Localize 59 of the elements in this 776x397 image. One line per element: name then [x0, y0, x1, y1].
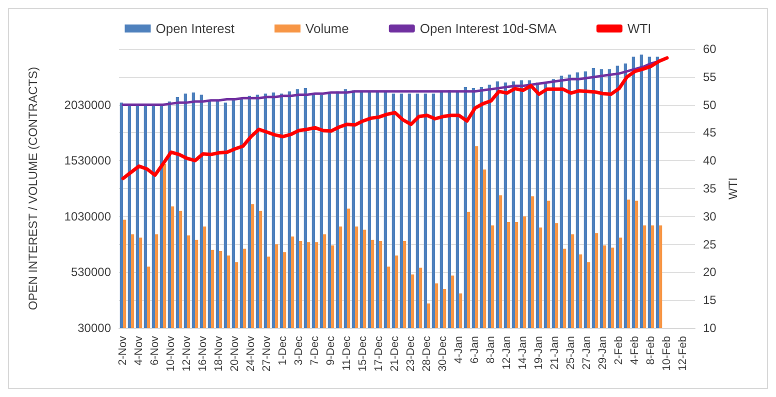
x-tick-label: 21-Jan: [549, 336, 561, 370]
x-tick-label: 16-Nov: [197, 336, 209, 372]
y2-tick-label: 60: [703, 42, 717, 56]
x-tick-label: 10-Feb: [661, 336, 673, 371]
y2-tick-label: 25: [703, 237, 717, 252]
x-tick-label: 4-Feb: [629, 336, 641, 365]
y-tick-label: 2030000: [64, 98, 112, 112]
x-tick-label: 29-Jan: [597, 336, 609, 370]
line-series: [121, 56, 669, 180]
x-tick-label: 27-Nov: [261, 336, 273, 372]
x-tick-label: 12-Jan: [501, 336, 513, 370]
x-tick-label: 19-Jan: [533, 336, 545, 370]
legend-label: Open Interest 10d-SMA: [420, 21, 557, 36]
x-tick-label: 18-Nov: [213, 336, 225, 372]
x-tick-label: 11-Dec: [341, 336, 353, 371]
x-tick-label: 4-Jan: [453, 336, 465, 364]
y-tick-label: 30000: [78, 321, 112, 335]
x-tick-label: 2-Nov: [117, 336, 129, 366]
x-tick-label: 27-Jan: [581, 336, 593, 370]
y2-tick-label: 10: [703, 321, 717, 335]
x-tick-label: 24-Nov: [245, 336, 257, 372]
x-tick-label: 6-Jan: [469, 336, 481, 364]
x-tick-label: 12-Feb: [677, 336, 689, 371]
y2-tick-label: 45: [703, 126, 717, 140]
x-tick-label: 3-Dec: [293, 336, 305, 366]
y-tick-label: 1530000: [64, 154, 112, 168]
x-tick-label: 10-Nov: [165, 336, 177, 372]
legend-label: Volume: [306, 21, 349, 36]
y-tick-label: 530000: [70, 265, 112, 280]
x-tick-label: 28-Dec: [421, 336, 433, 372]
y2-tick-label: 35: [703, 182, 717, 196]
x-tick-label: 20-Nov: [229, 336, 241, 372]
x-tick-label: 30-Dec: [437, 336, 449, 372]
x-tick-label: 17-Dec: [373, 336, 385, 372]
x-tick-label: 8-Feb: [645, 336, 657, 365]
y2-tick-label: 15: [703, 293, 717, 308]
y2-tick-label: 30: [703, 209, 717, 224]
y2-tick-label: 20: [703, 265, 717, 280]
x-tick-label: 14-Jan: [517, 336, 529, 370]
x-tick-label: 25-Jan: [565, 336, 577, 370]
legend-label: Open Interest: [156, 21, 235, 36]
y2-tick-label: 55: [703, 70, 717, 84]
legend-label: WTI: [627, 21, 652, 36]
x-tick-label: 23-Dec: [405, 336, 417, 372]
y-axis-title: OPEN INTEREST / VOLUME (CONTRACTS): [26, 66, 40, 310]
y-tick-label: 1030000: [64, 209, 112, 224]
x-tick-label: 12-Nov: [181, 336, 193, 372]
x-tick-label: 15-Dec: [357, 336, 369, 372]
x-tick-label: 2-Feb: [613, 336, 625, 365]
x-tick-label: 4-Nov: [133, 336, 145, 366]
y2-axis-title: WTI: [726, 178, 740, 200]
x-tick-label: 1-Dec: [277, 336, 289, 366]
x-tick-label: 7-Dec: [309, 336, 321, 366]
y2-tick-label: 50: [703, 98, 717, 112]
x-tick-label: 6-Nov: [149, 336, 161, 366]
x-tick-label: 8-Jan: [485, 336, 497, 364]
x-tick-label: 9-Dec: [325, 336, 337, 366]
x-tick-label: 21-Dec: [389, 336, 401, 372]
y2-tick-label: 40: [703, 154, 717, 168]
